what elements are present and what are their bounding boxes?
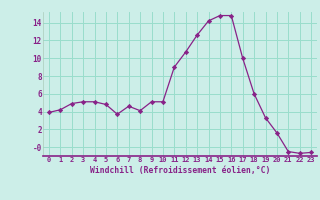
X-axis label: Windchill (Refroidissement éolien,°C): Windchill (Refroidissement éolien,°C): [90, 166, 270, 175]
